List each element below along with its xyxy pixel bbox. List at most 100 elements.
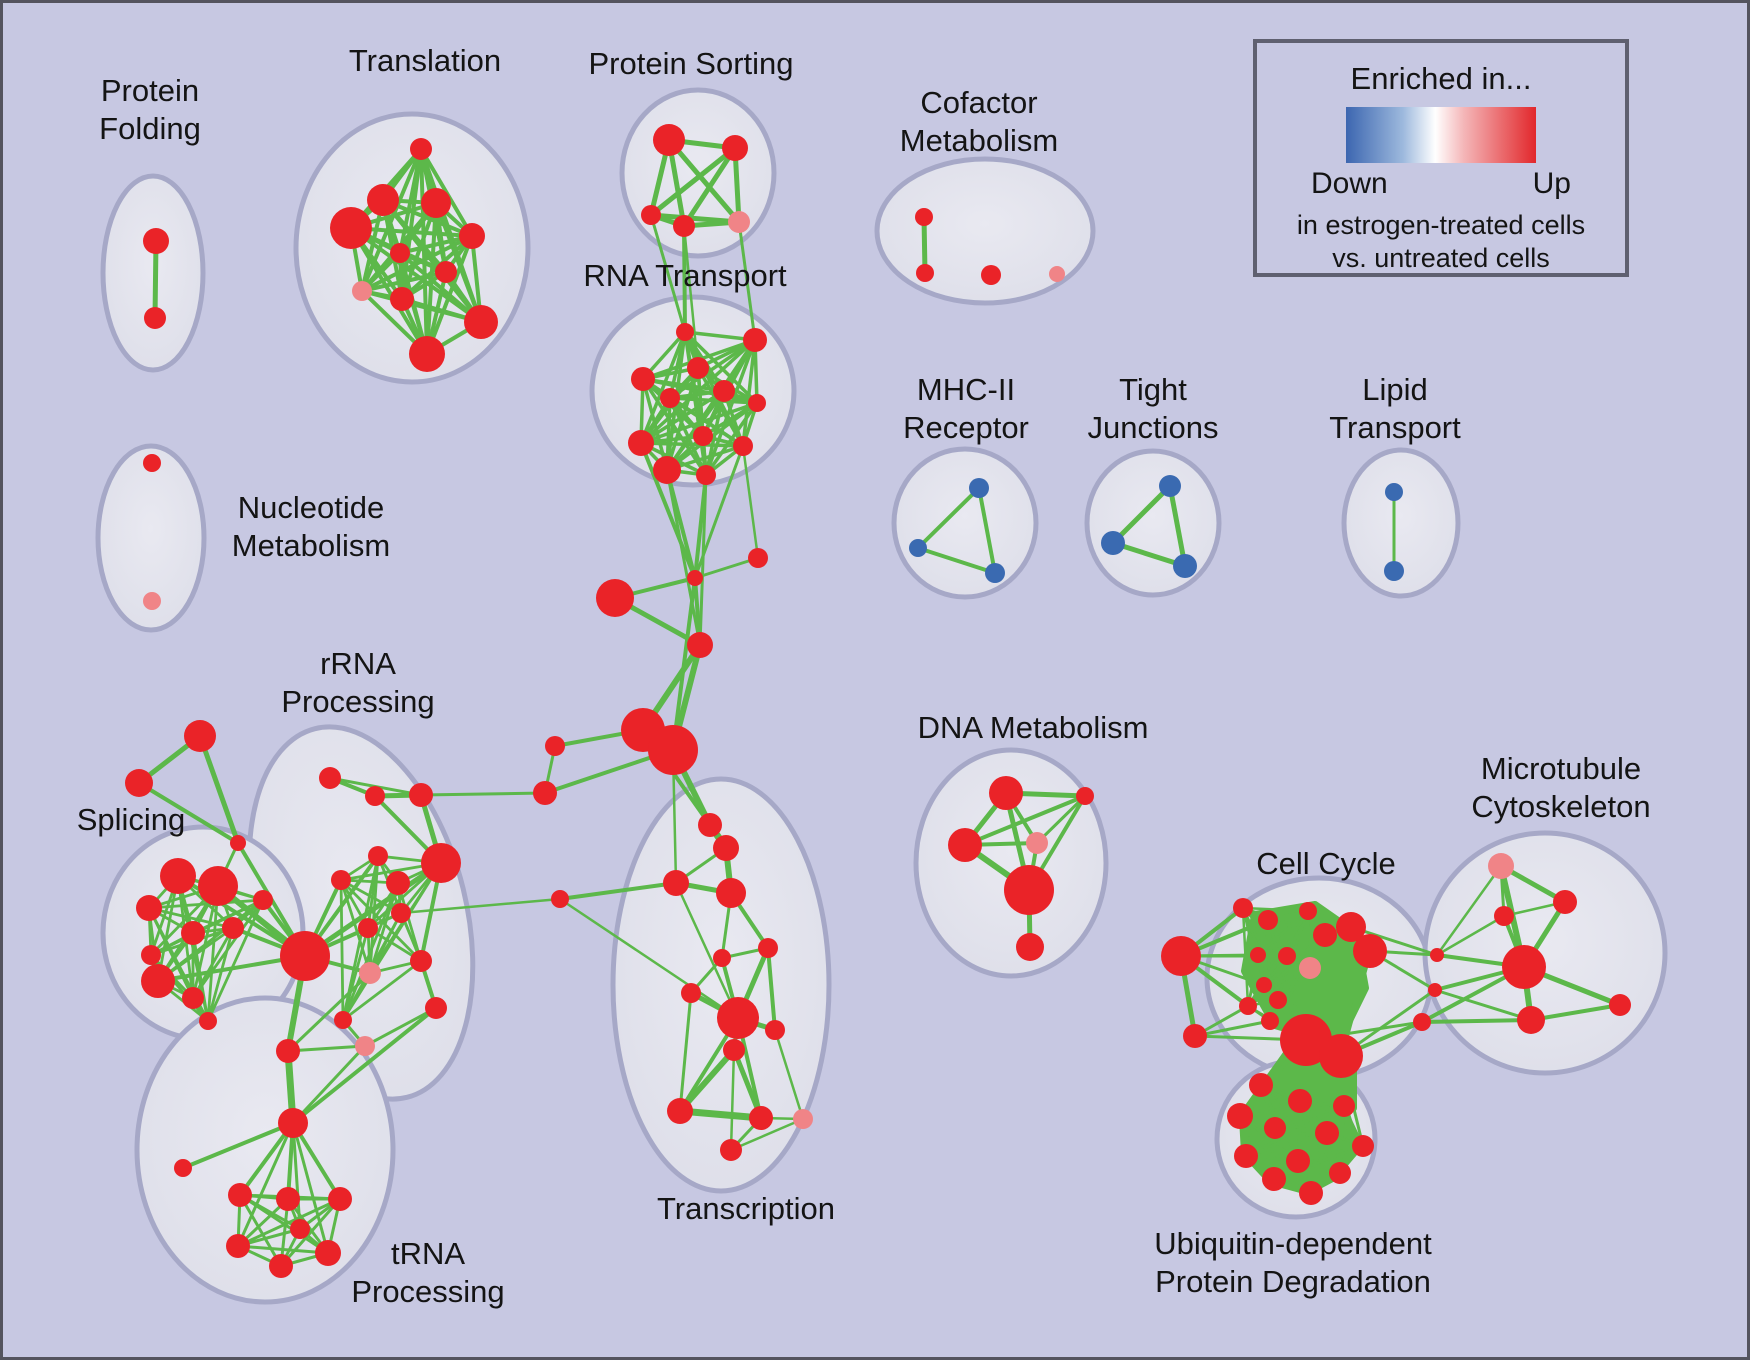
network-edge [558,881,678,901]
network-node [1288,1089,1312,1113]
network-edge [137,781,240,845]
cluster-label-dna-metabolism: DNA Metabolism [918,710,1149,745]
network-node [687,632,713,658]
network-node [331,870,351,890]
network-edge [674,881,740,1020]
network-edge [668,396,759,405]
network-node [1262,1167,1286,1191]
network-node [673,215,695,237]
network-edge [977,486,997,575]
network-edge [729,1048,736,1152]
network-node [390,243,410,263]
legend-up-label: Up [1532,167,1571,200]
network-edge [1246,933,1327,1008]
network-node [276,1187,300,1211]
network-node [722,135,748,161]
network-edge [236,1121,295,1248]
network-nodes [125,124,1631,1278]
network-node [390,287,414,311]
network-node [367,184,399,216]
network-edge [291,1121,330,1255]
network-edge [639,389,726,445]
network-edge [206,898,265,1023]
network-edge [1433,988,1533,1022]
network-node [1430,948,1444,962]
network-node [319,767,341,789]
network-edge [1435,864,1503,957]
cluster-label-rrna-processing: rRNA [320,646,396,681]
network-node [1233,898,1253,918]
network-node [1173,554,1197,578]
network-edge [1167,483,1188,569]
network-node [1227,1103,1253,1129]
network-node [681,983,701,1003]
network-edge [678,991,693,1113]
cluster-label-protein-sorting: Protein Sorting [588,46,793,81]
network-node [696,465,716,485]
network-node [728,211,750,233]
network-node [1299,902,1317,920]
network-edge [396,881,423,963]
network-node [141,945,161,965]
network-node [253,890,273,910]
network-node [199,1012,217,1030]
network-node [1258,910,1278,930]
legend-caption-line1: in estrogen-treated cells [1296,210,1586,240]
network-node [765,1020,785,1040]
network-edge [279,1197,342,1268]
cluster-label-lipid-transport: Lipid [1362,372,1428,407]
network-edge [641,377,708,477]
network-node [733,436,753,456]
network-node [1101,531,1125,555]
network-edge [291,1121,302,1231]
network-node [1264,1117,1286,1139]
network-node [648,725,698,775]
network-node [989,776,1023,810]
network-node [1384,561,1404,581]
cluster-ellipse-protein-folding [100,173,206,373]
network-node [749,1106,773,1130]
network-edge [741,444,760,560]
network-edge [671,576,697,752]
network-edge [360,270,448,293]
network-edge [693,556,760,580]
network-node [269,1254,293,1278]
network-edge [1110,483,1173,546]
network-node [1385,483,1403,501]
network-node [1183,1024,1207,1048]
network-edge [349,226,429,356]
network-edge [1349,925,1439,957]
network-node [1261,1012,1279,1030]
cluster-ellipse-trna-processing [134,995,396,1305]
network-node [981,265,1001,285]
network-node [916,264,934,282]
network-edge [648,145,738,218]
network-edge [1420,1018,1533,1024]
network-node [716,878,746,908]
network-node [1256,977,1272,993]
cluster-ellipse-nucleotide-metabolism [95,443,207,633]
network-edge [399,897,562,915]
network-edge [773,1028,805,1121]
network-node [1049,266,1065,282]
cluster-label-cofactor-metabolism: Metabolism [900,123,1059,158]
network-node [717,997,759,1039]
cluster-label-translation: Translation [349,43,501,78]
network-node [1428,983,1442,997]
network-node [1249,1073,1273,1097]
network-node [641,205,661,225]
network-node [358,918,378,938]
cluster-label-tight-junctions: Junctions [1088,410,1219,445]
network-node [328,1187,352,1211]
network-node [748,548,768,568]
network-node [174,1159,192,1177]
network-node [222,917,244,939]
network-node [144,307,166,329]
network-node [464,305,498,339]
network-edge [419,791,547,797]
network-edge [682,224,700,370]
network-edge [1435,914,1506,957]
network-node [743,328,767,352]
network-node [663,870,689,896]
